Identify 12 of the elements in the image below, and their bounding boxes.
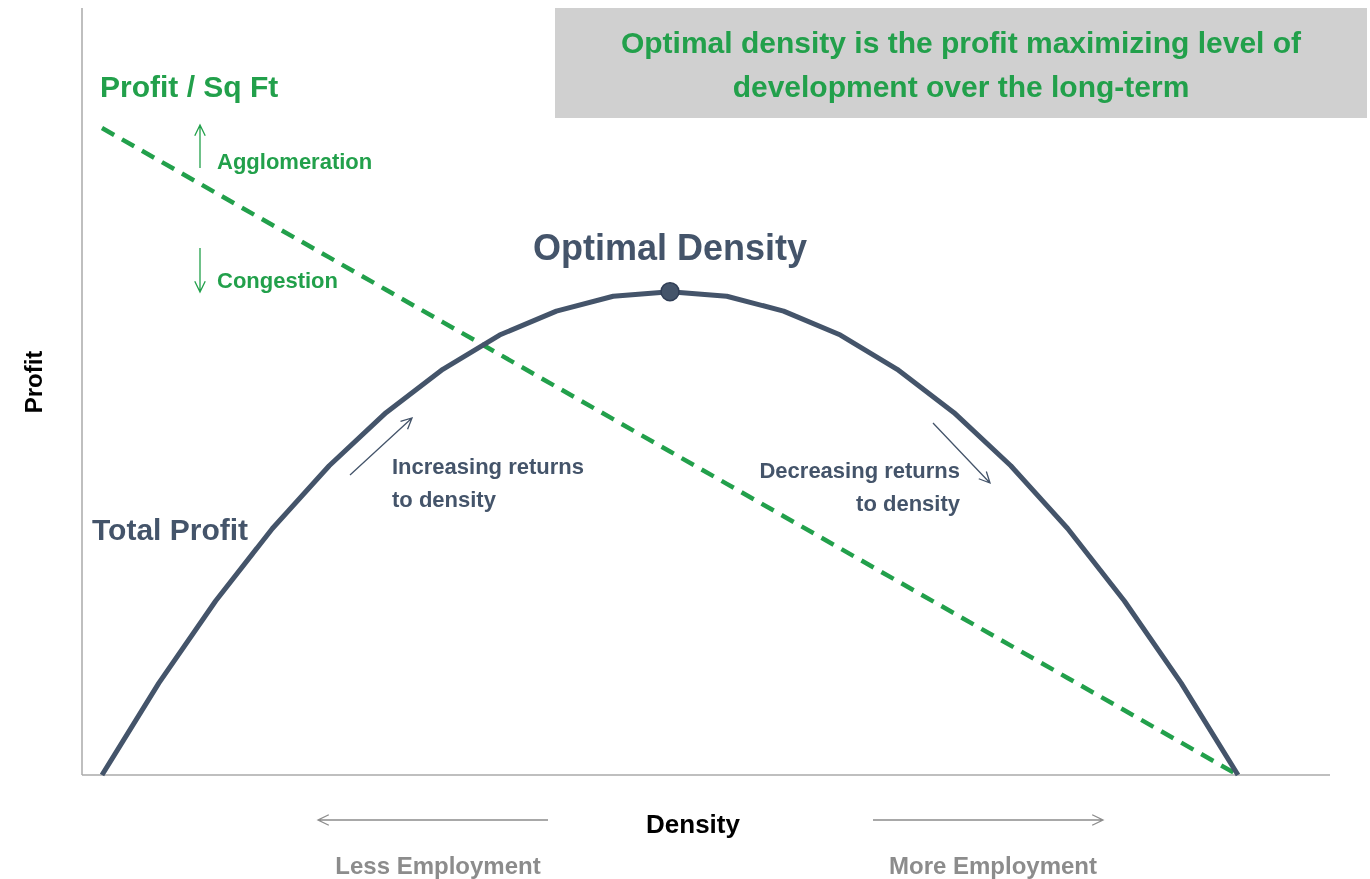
series-label: Profit / Sq Ft [100, 70, 279, 103]
series-label: Total Profit [92, 513, 249, 546]
annotation: Agglomeration [217, 149, 373, 174]
annotation: Congestion [217, 268, 338, 293]
text: More Employment [888, 852, 1098, 879]
annotation: Increasing returns to density [392, 454, 584, 512]
chart-title: Optimal density is the profit maximizing level of development over the long-term [620, 26, 1303, 103]
y-axis-title: Profit [20, 350, 47, 414]
annotation: Optimal Density [532, 227, 808, 268]
x-axis-title: Density [646, 809, 741, 839]
text: Less Employment [335, 852, 541, 879]
annotation: Decreasing returns to density [759, 458, 961, 516]
